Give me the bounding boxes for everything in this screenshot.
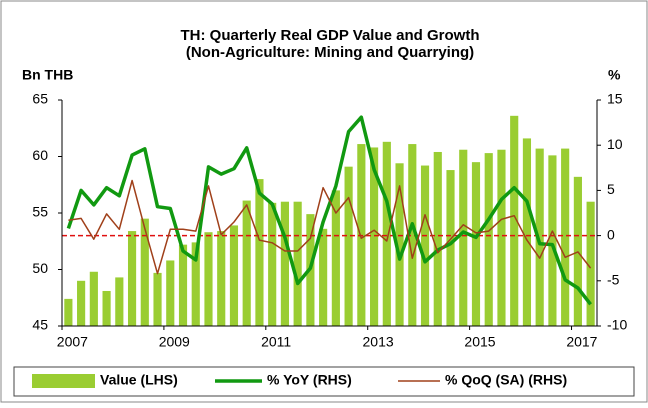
bar — [140, 218, 149, 326]
bar — [395, 163, 404, 326]
legend-box — [13, 366, 635, 397]
bar — [217, 231, 226, 326]
bar — [191, 242, 200, 326]
bar — [535, 148, 544, 326]
bar — [178, 244, 188, 326]
legend-label: % QoQ (SA) (RHS) — [445, 372, 567, 388]
y-tick-label: 55 — [32, 204, 48, 220]
bar — [153, 272, 162, 326]
bar — [89, 271, 98, 326]
legend-label: % YoY (RHS) — [267, 372, 352, 388]
bar — [370, 147, 379, 326]
bar — [459, 149, 468, 326]
bar — [344, 166, 353, 326]
y-tick-label: 50 — [32, 260, 48, 276]
bar — [77, 280, 86, 326]
y2-tick-label: 0 — [607, 226, 615, 242]
line-series — [66, 115, 592, 306]
bar — [242, 200, 251, 326]
bar — [115, 277, 124, 326]
bar — [255, 179, 264, 326]
bar — [522, 138, 532, 326]
bar — [280, 201, 289, 326]
bar — [166, 260, 175, 326]
chart-subtitle: (Non-Agriculture: Mining and Quarrying) — [186, 44, 474, 61]
bar — [102, 290, 111, 326]
x-tick-label: 2011 — [261, 334, 291, 350]
y-tick-label: 45 — [32, 317, 48, 333]
bar — [446, 170, 455, 326]
bar — [382, 141, 391, 326]
y2-axis-label: % — [608, 67, 621, 83]
bar — [561, 148, 570, 326]
y2-tick-label: -10 — [607, 317, 627, 333]
bar — [510, 115, 519, 326]
x-tick-label: 2015 — [464, 334, 495, 350]
bar — [229, 225, 239, 326]
x-tick-label: 2017 — [566, 334, 597, 350]
bar — [586, 201, 595, 326]
bar — [471, 162, 481, 326]
y-tick-label: 65 — [32, 91, 48, 107]
bar — [433, 151, 442, 326]
bar — [420, 165, 430, 326]
bar — [64, 298, 73, 326]
chart-title: TH: Quarterly Real GDP Value and Growth — [181, 27, 480, 44]
bar — [408, 144, 417, 326]
bar — [331, 190, 340, 326]
x-tick-label: 2007 — [57, 334, 88, 350]
bar — [127, 231, 137, 326]
y2-tick-label: 15 — [607, 91, 623, 107]
y-axis-label: Bn THB — [22, 67, 73, 83]
bar — [319, 228, 328, 326]
bar — [484, 153, 493, 326]
line-series — [68, 179, 592, 275]
y2-tick-label: 10 — [607, 136, 623, 152]
y2-tick-label: 5 — [607, 181, 615, 197]
legend-label: Value (LHS) — [100, 372, 178, 388]
bar — [204, 232, 213, 326]
x-tick-label: 2013 — [363, 334, 394, 350]
x-tick-label: 2009 — [159, 334, 190, 350]
y2-tick-label: -5 — [607, 272, 620, 288]
bar — [497, 149, 506, 326]
legend-swatch — [32, 374, 95, 388]
bar — [268, 202, 277, 326]
bar — [548, 155, 557, 326]
y-tick-label: 60 — [32, 147, 48, 163]
bar — [293, 201, 302, 326]
